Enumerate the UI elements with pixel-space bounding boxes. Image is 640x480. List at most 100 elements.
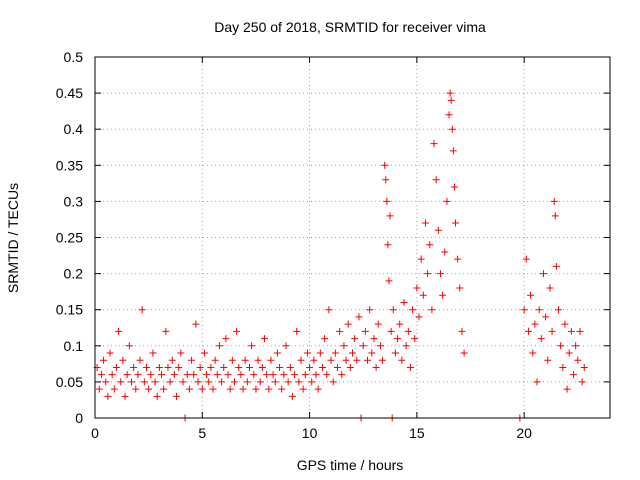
data-point [366,306,374,314]
data-point [426,241,434,249]
data-point [409,306,417,314]
data-point [228,356,236,364]
y-tick-labels: 0 0.05 0.1 0.15 0.2 0.25 0.3 0.35 0.4 0.45 0.5 [56,49,83,426]
data-point [192,320,200,328]
data-point [555,306,562,314]
data-point [531,320,539,328]
data-point [535,306,543,314]
data-point [447,96,455,104]
data-point [417,255,425,263]
data-point [303,349,311,357]
data-point [211,356,219,364]
data-point [419,291,427,299]
chart-title: Day 250 of 2018, SRMTID for receiver vim… [214,19,486,35]
data-point [460,349,468,357]
data-point [394,335,402,343]
data-point [384,241,392,249]
data-point [456,284,464,292]
data-point [561,320,569,328]
data-point [160,385,168,393]
data-point [295,378,303,386]
data-point [256,378,264,386]
data-point [361,327,369,335]
data-point [580,363,588,371]
data-point [329,378,337,386]
data-point [386,212,394,220]
data-point [551,212,559,220]
data-point [379,356,387,364]
x-tick-label: 15 [409,425,425,441]
data-point [452,219,459,227]
data-point [344,320,352,328]
data-point [226,385,234,393]
data-point [237,371,245,379]
data-point [252,385,260,393]
data-point [428,306,436,314]
data-point [400,298,408,306]
data-point [524,327,532,335]
data-point [364,356,372,364]
data-point [194,378,202,386]
data-point [533,378,541,386]
data-point [331,349,339,357]
data-point [166,378,174,386]
data-point [278,385,286,393]
data-point [391,349,399,357]
data-point [430,140,438,148]
data-point [115,327,123,335]
data-point [520,306,528,314]
data-point [127,378,135,386]
y-tick-label: 0.2 [64,266,84,282]
data-point [398,356,406,364]
data-point [439,291,447,299]
data-point [338,371,346,379]
data-point [138,306,146,314]
data-point [333,363,341,371]
data-point [190,371,198,379]
data-point [374,320,382,328]
data-point [351,335,359,343]
data-point [396,320,404,328]
data-point [132,385,140,393]
data-point [318,363,326,371]
data-point [265,385,273,393]
data-point [359,342,367,350]
data-point [301,371,309,379]
data-point [340,342,348,350]
data-point [522,255,530,263]
data-point [155,363,163,371]
y-axis-title: SRMTID / TECUs [5,183,21,293]
data-point [213,371,221,379]
data-point [168,356,176,364]
data-point [321,335,329,343]
data-point [349,349,356,357]
data-point [327,356,335,364]
data-point [95,385,103,393]
grid [95,57,610,418]
data-point [273,349,281,357]
data-point [454,255,462,263]
data-point [177,349,185,357]
data-point [445,111,453,119]
data-point [185,385,193,393]
data-point [224,371,232,379]
data-point [542,313,550,321]
data-point [215,342,223,350]
data-point [404,327,412,335]
data-point [443,197,451,205]
plot-area [95,57,610,418]
y-tick-label: 0.1 [64,338,84,354]
data-point [119,356,127,364]
data-point [548,327,556,335]
data-point [316,349,324,357]
data-point [173,392,181,400]
data-point [248,342,256,350]
data-point [293,327,301,335]
y-tick-label: 0.15 [56,302,83,318]
data-point [539,270,547,278]
data-point [100,356,108,364]
data-point [250,371,258,379]
data-point [310,356,318,364]
data-point [572,342,580,350]
data-point [117,378,125,386]
